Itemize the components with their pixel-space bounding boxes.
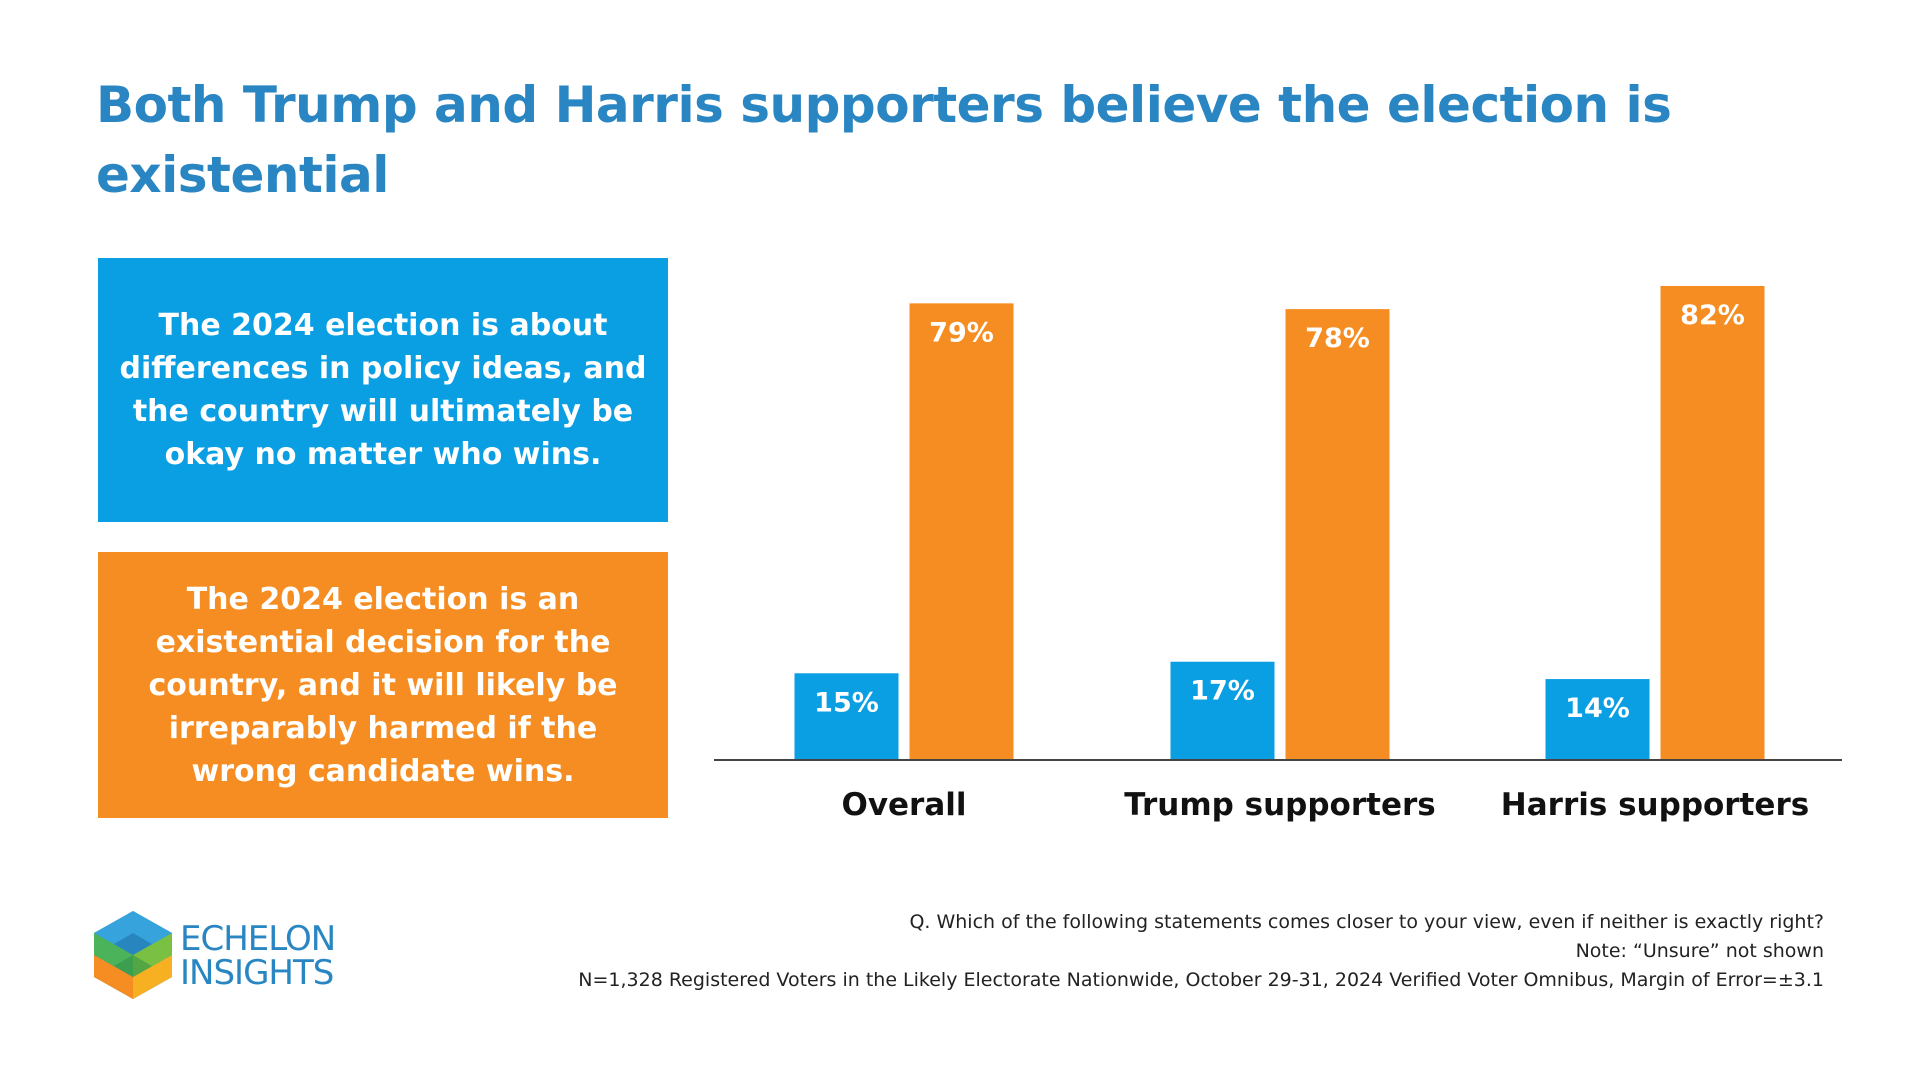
logo-line-echelon: ECHELON: [180, 919, 336, 959]
echelon-insights-logo: ECHELON INSIGHTS: [88, 908, 388, 1002]
data-label-existential-0: 79%: [929, 317, 994, 348]
data-label-policy-1: 17%: [1190, 676, 1255, 707]
page-title: Both Trump and Harris supporters believe…: [96, 76, 1672, 204]
bar-policy-0: [794, 673, 899, 760]
logo-hexagon-icon: [94, 911, 172, 999]
category-label-1: Trump supporters: [1124, 787, 1435, 823]
footnote-methodology: N=1,328 Registered Voters in the Likely …: [578, 969, 1824, 991]
logo-line-insights: INSIGHTS: [180, 953, 334, 993]
footnotes: Q. Which of the following statements com…: [424, 908, 1824, 995]
legend-existential-decision-label: The 2024 election is an existential deci…: [148, 581, 618, 789]
data-label-existential-1: 78%: [1305, 323, 1370, 354]
category-label-0: Overall: [841, 787, 966, 823]
legend-policy-differences: The 2024 election is about differences i…: [98, 258, 668, 522]
footnote-note: Note: “Unsure” not shown: [1575, 940, 1824, 962]
legend-policy-differences-label: The 2024 election is about differences i…: [119, 308, 647, 472]
bar-existential-1: [1285, 309, 1390, 760]
data-label-policy-0: 15%: [814, 687, 879, 718]
legend-existential-decision: The 2024 election is an existential deci…: [98, 552, 668, 818]
bar-existential-0: [909, 303, 1014, 760]
data-label-existential-2: 82%: [1680, 300, 1745, 331]
bar-policy-1: [1170, 661, 1275, 760]
footnote-question: Q. Which of the following statements com…: [909, 911, 1824, 933]
bar-policy-2: [1545, 679, 1650, 760]
data-label-policy-2: 14%: [1565, 693, 1630, 724]
bar-existential-2: [1660, 286, 1765, 760]
category-label-2: Harris supporters: [1501, 787, 1809, 823]
